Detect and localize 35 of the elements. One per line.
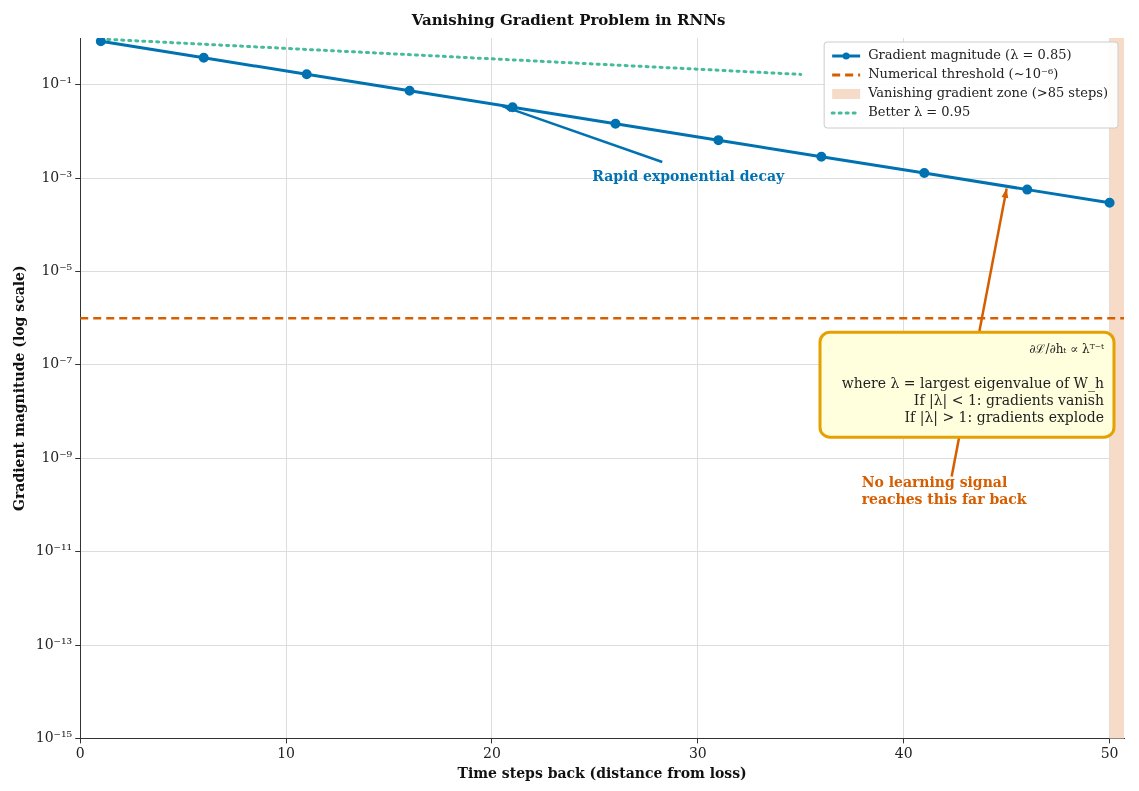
point [301, 69, 312, 80]
legend-label: Numerical threshold (~10⁻⁶) [868, 66, 1059, 82]
point [1022, 184, 1033, 195]
chart-title: Vanishing Gradient Problem in RNNs [410, 10, 726, 29]
point [610, 118, 621, 129]
legend-label: Better λ = 0.95 [868, 104, 971, 120]
annotation: No learning signal reaches this far back [861, 474, 1027, 508]
point [713, 135, 724, 146]
legend-label: Gradient magnitude (λ = 0.85) [868, 47, 1072, 63]
y-tick-label: 10⁻¹³ [35, 635, 73, 652]
y-tick-label: 10⁻¹⁵ [35, 729, 73, 746]
y-tick-label: 10⁻⁵ [41, 262, 73, 279]
point [404, 85, 415, 96]
y-tick-label: 10⁻⁹ [41, 448, 73, 465]
x-tick-label: 40 [894, 745, 913, 762]
x-tick-label: 30 [688, 745, 707, 762]
x-tick-label: 10 [277, 745, 296, 762]
annotation: where λ = largest eigenvalue of W_h If |λ| < 1: gradients vanish If |λ| > 1: gradients explode [841, 374, 1104, 426]
point [198, 52, 209, 63]
x-tick-label: 50 [1100, 745, 1119, 762]
band-label: Vanishing gradient zone (>85 steps) [867, 85, 1108, 101]
point [919, 168, 930, 179]
x-tick-label: 0 [75, 745, 85, 762]
y-axis-title: Gradient magnitude (log scale) [11, 265, 28, 511]
x-tick-label: 20 [483, 745, 501, 762]
annotation: Rapid exponential decay [592, 167, 786, 184]
annotation: ∂ℒ/∂hₜ ∝ λᵀ⁻ᵗ [1029, 342, 1105, 357]
y-tick-label: 10⁻⁷ [41, 355, 73, 372]
point [816, 151, 827, 162]
x-axis-title: Time steps back (distance from loss) [457, 765, 747, 782]
point [95, 38, 106, 47]
y-tick-label: 10⁻³ [41, 168, 73, 185]
point [1104, 197, 1115, 208]
y-tick-label: 10⁻¹ [41, 75, 73, 92]
y-tick-label: 10⁻¹¹ [35, 542, 73, 559]
